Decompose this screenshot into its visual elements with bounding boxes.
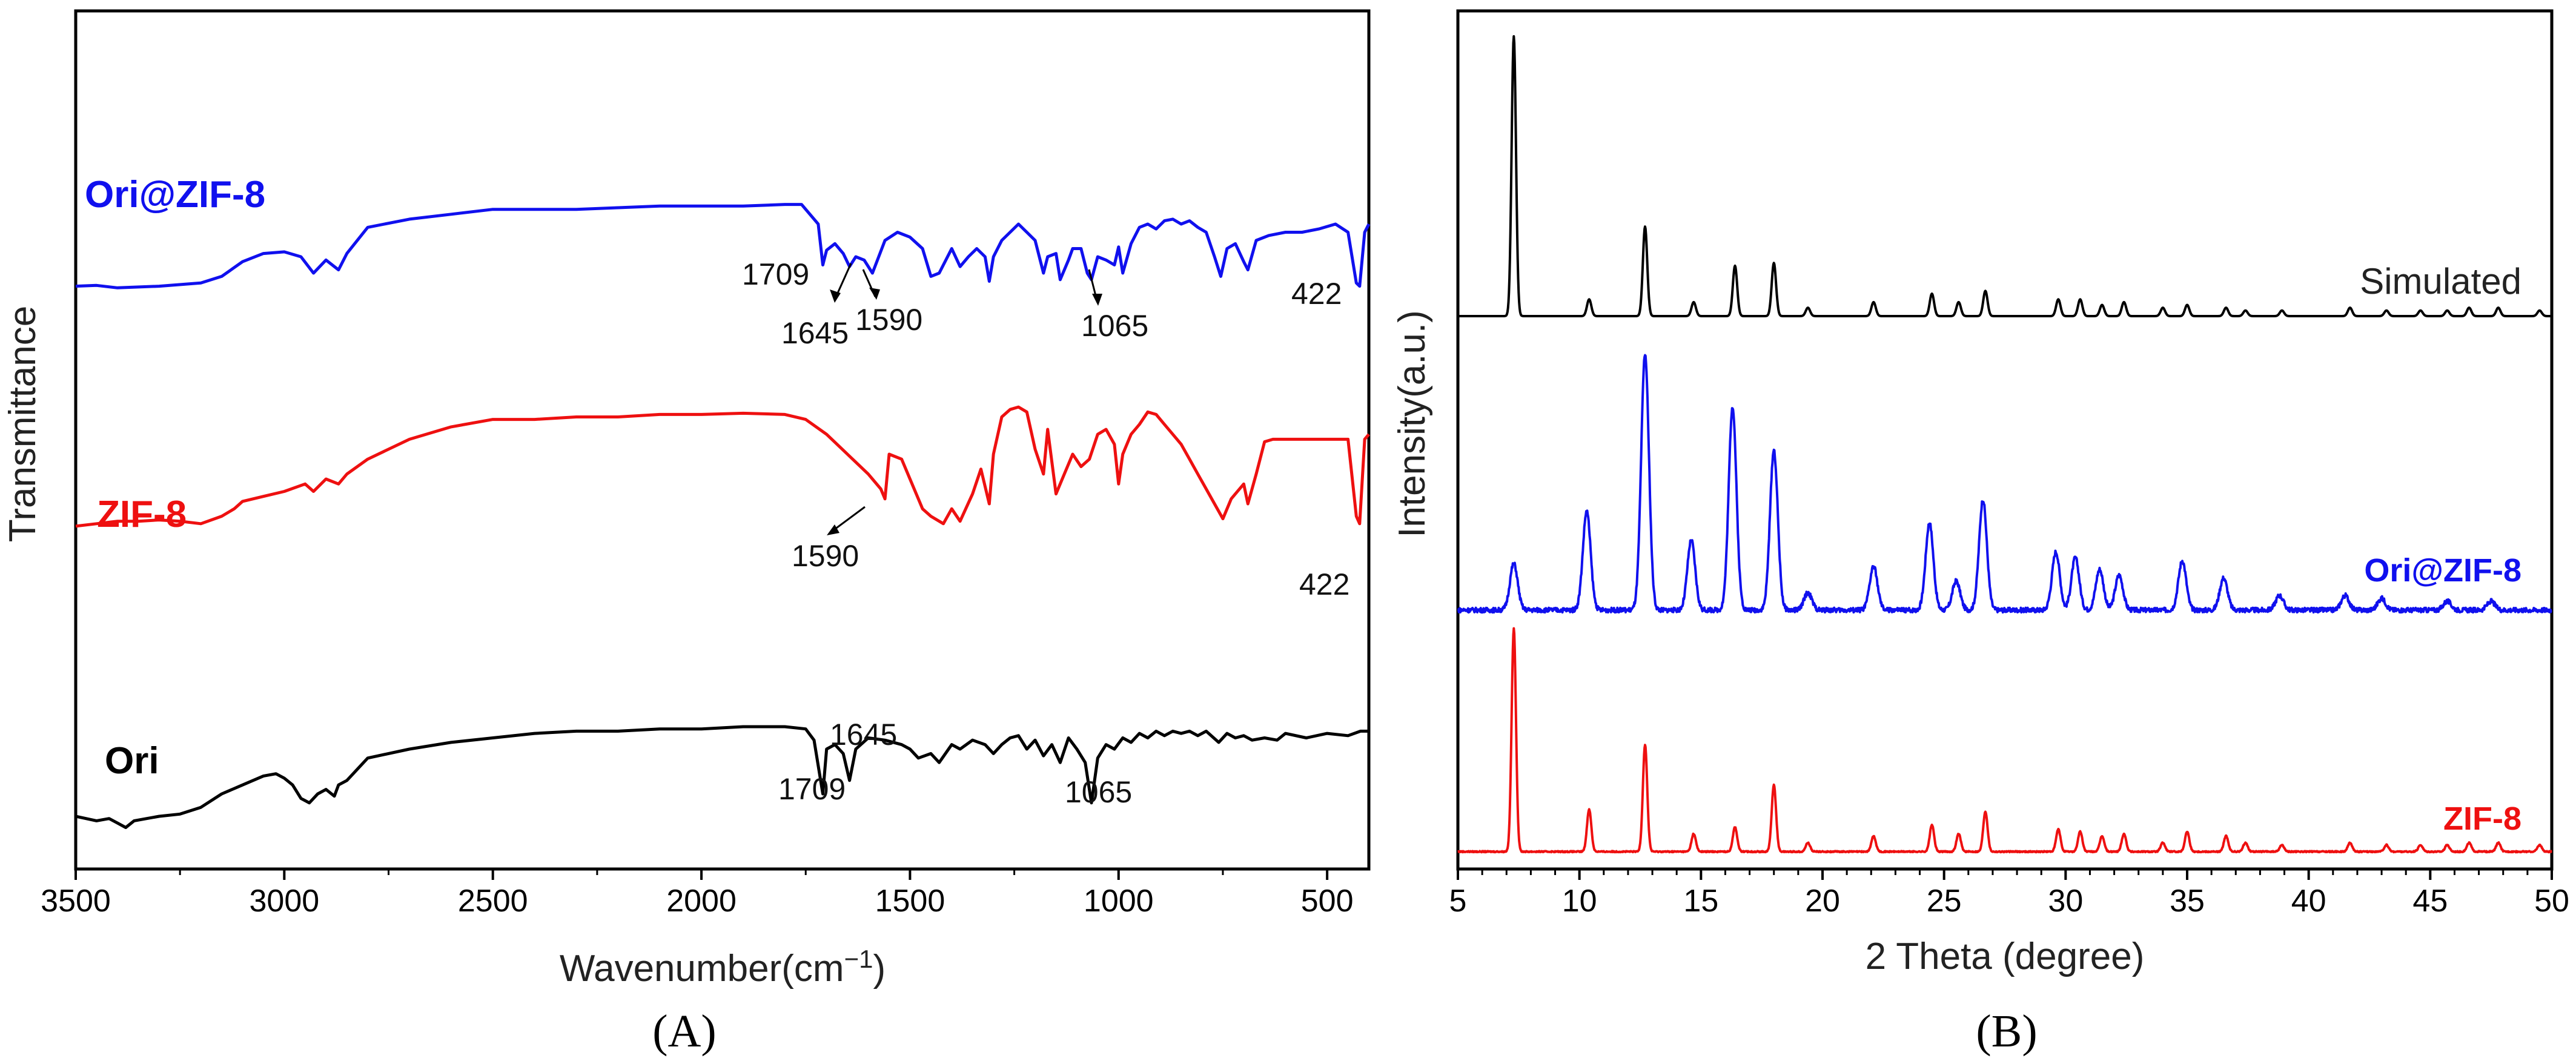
a-series-ori-zif-8 <box>75 203 1371 289</box>
a-anno-1590-zif8: 1590 <box>792 539 859 573</box>
a-anno-1709-ori-zif8: 1709 <box>742 257 809 291</box>
panel-b-frame <box>1456 9 2554 871</box>
a-x-tick-label: 500 <box>1301 884 1354 919</box>
b-x-tick-label: 15 <box>1683 884 1718 919</box>
b-x-tick-label: 45 <box>2412 884 2448 919</box>
b-x-tick-label: 30 <box>2048 884 2083 919</box>
b-x-tick-label: 35 <box>2170 884 2205 919</box>
b-series-simulated <box>1457 35 2553 317</box>
b-x-tick-label: 40 <box>2291 884 2326 919</box>
panel-b-patterns <box>1457 35 2553 854</box>
b-x-axis-title: 2 Theta (degree) <box>1866 936 2145 977</box>
b-label-simulated: Simulated <box>2360 261 2521 302</box>
b-x-tick-label: 5 <box>1449 884 1467 919</box>
panel-a-x-ticks: 3500 3000 2500 2000 1500 1000 500 <box>41 869 1354 919</box>
a-x-tick-label: 2000 <box>666 884 737 919</box>
a-arrowhead-1590-zif8 <box>827 524 839 535</box>
a-y-axis-title: Transmittance <box>2 306 44 543</box>
a-label-ori-zif8: Ori@ZIF-8 <box>85 174 265 216</box>
a-anno-1590-ori-zif8: 1590 <box>855 303 922 337</box>
b-x-tick-label: 20 <box>1805 884 1840 919</box>
b-y-axis-title: Intensity(a.u.) <box>1391 310 1433 538</box>
a-anno-1065-ori: 1065 <box>1065 775 1132 809</box>
panel-a-frame <box>74 9 1371 871</box>
a-arrowhead-1590 <box>869 288 880 300</box>
a-anno-1709-ori: 1709 <box>778 772 846 806</box>
a-x-tick-label: 3000 <box>250 884 320 919</box>
a-x-axis-title: Wavenumber(cm−1) <box>560 945 886 990</box>
a-anno-arrows <box>827 263 1102 535</box>
a-x-tick-label: 2500 <box>458 884 528 919</box>
a-anno-422-ori-zif8: 422 <box>1291 277 1342 311</box>
a-label-zif8: ZIF-8 <box>97 494 187 535</box>
b-series-zif-8 <box>1457 627 2553 854</box>
a-series-ori <box>75 725 1369 829</box>
b-x-tick-label: 50 <box>2534 884 2569 919</box>
a-x-tick-label: 3500 <box>41 884 111 919</box>
b-label-zif8: ZIF-8 <box>2443 801 2521 837</box>
a-label-ori: Ori <box>105 740 159 782</box>
b-label-ori-zif8: Ori@ZIF-8 <box>2364 552 2521 589</box>
panel-b-xrd-chart: 5 10 15 20 25 30 35 40 45 50 Simulated Ori@ZIF-8 … <box>1391 9 2569 1057</box>
b-x-tick-label: 25 <box>1927 884 1962 919</box>
a-arrowhead-1065 <box>1092 294 1102 306</box>
a-x-tick-label: 1000 <box>1084 884 1154 919</box>
a-anno-1065-ori-zif8: 1065 <box>1081 309 1148 343</box>
a-x-tick-label: 1500 <box>875 884 945 919</box>
a-arrowhead-1645 <box>830 289 841 303</box>
b-x-tick-label: 10 <box>1562 884 1597 919</box>
a-anno-422-zif8: 422 <box>1299 567 1349 601</box>
b-series-ori-zif-8 <box>1457 354 2553 614</box>
a-anno-1645-ori-zif8: 1645 <box>781 316 849 350</box>
a-series-zif-8 <box>75 405 1370 528</box>
panel-b-label: (B) <box>1976 1006 2037 1057</box>
panel-a-label: (A) <box>652 1006 717 1057</box>
panel-a-ftir-chart: 3500 3000 2500 2000 1500 1000 500 Ori@ZIF-8 ZI… <box>2 9 1371 1057</box>
a-anno-1645-ori: 1645 <box>830 718 897 752</box>
panel-b-x-ticks: 5 10 15 20 25 30 35 40 45 50 <box>1449 869 2569 919</box>
panel-a-spectra <box>75 203 1371 829</box>
